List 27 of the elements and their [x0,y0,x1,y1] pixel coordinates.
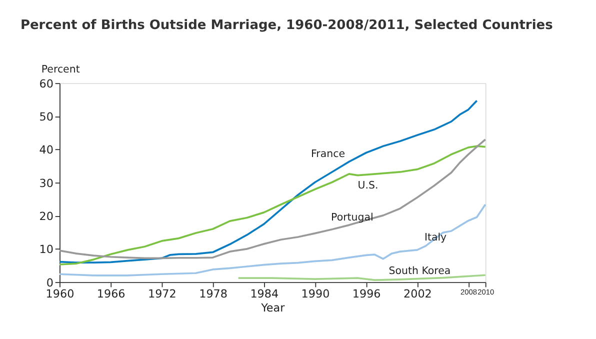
y-tick-label: 0 [46,276,54,290]
y-tick-label: 30 [39,176,54,190]
x-tick-label: 1984 [250,287,279,300]
y-axis-title: Percent [41,64,80,76]
series-label: France [311,149,346,160]
series-label: South Korea [388,266,451,277]
x-tick-label: 1966 [96,287,126,300]
x-tick-label: 2002 [404,287,432,300]
x-tick-label: 2010 [478,288,494,297]
x-tick-label: 1990 [301,287,330,300]
series-label: U.S. [358,180,378,192]
series-label: Portugal [331,212,374,224]
y-tick-label: 20 [39,210,54,223]
x-tick-label: 1996 [352,287,381,300]
chart-title: Percent of Births Outside Marriage, 1960-2008/2011, Selected Countries [20,18,554,34]
series-label: Italy [424,232,447,244]
y-tick-label: 10 [39,243,54,256]
y-tick-label: 60 [39,77,54,90]
x-tick-label: 1960 [46,287,74,300]
y-tick-label: 40 [39,144,54,157]
y-tick-label: 50 [39,110,54,124]
line-series [58,204,486,276]
x-tick-label: 1978 [199,287,228,300]
x-axis-title: Year [260,301,286,314]
x-tick-label: 1972 [148,287,176,300]
x-tick-label: 2008 [460,288,478,297]
line-series [58,100,478,264]
